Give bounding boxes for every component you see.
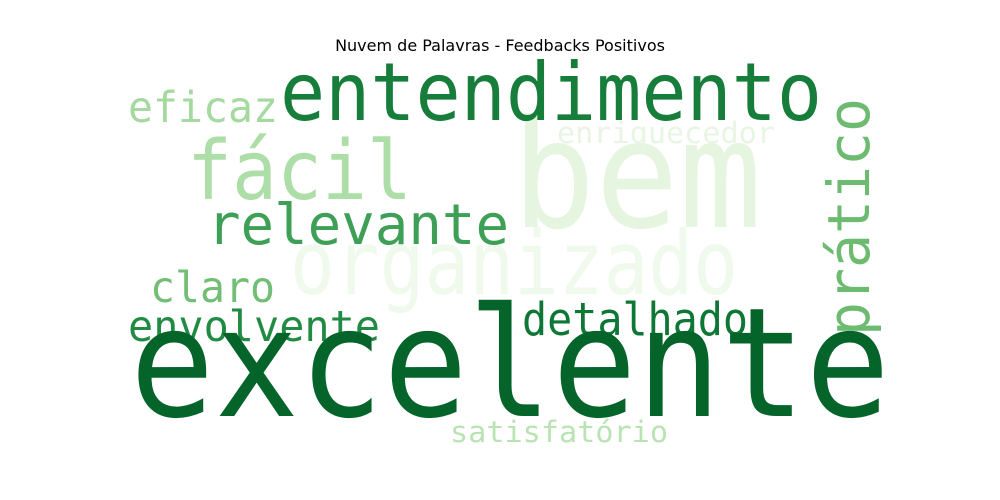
word-claro: claro (150, 263, 275, 313)
word-facil: fácil (187, 124, 412, 219)
word-eficaz: eficaz (128, 83, 278, 133)
word-bem: bem (512, 89, 762, 263)
chart-title: Nuvem de Palavras - Feedbacks Positivos (335, 36, 665, 55)
word-pratico: prático (815, 98, 883, 336)
word-organizado: organizado (290, 212, 738, 315)
word-detalhado: detalhado (522, 293, 748, 346)
word-envolvente: envolvente (128, 302, 380, 352)
word-relevante: relevante (207, 193, 509, 258)
word-satisfatorio: satisfatório (450, 415, 668, 449)
word-enriquecedor: enriquecedor (557, 116, 775, 150)
word-excelente: excelente (130, 275, 890, 452)
word-entendimento: entendimento (280, 46, 822, 139)
